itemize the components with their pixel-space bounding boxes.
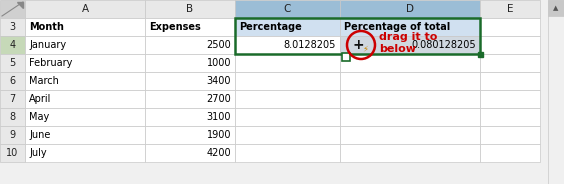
Bar (145, 90, 235, 108)
Text: Percentage: Percentage (239, 22, 302, 32)
Bar (0, 72, 25, 90)
Bar (145, 108, 235, 126)
Text: ▲: ▲ (553, 5, 559, 11)
Text: 4: 4 (10, 40, 16, 50)
Bar (480, 72, 540, 90)
Bar (235, 0, 340, 18)
Bar (235, 18, 340, 36)
Bar (480, 144, 540, 162)
Text: 5: 5 (10, 58, 16, 68)
Bar (145, 18, 235, 36)
Text: 1000: 1000 (206, 58, 231, 68)
Text: 9: 9 (10, 130, 16, 140)
Text: February: February (29, 58, 72, 68)
Text: B: B (187, 4, 193, 14)
Text: drag it to
below: drag it to below (379, 32, 437, 54)
Bar (0, 54, 25, 72)
Bar (145, 72, 235, 90)
Bar (480, 18, 540, 36)
Bar (145, 126, 235, 144)
Bar (340, 36, 480, 54)
Text: 6: 6 (10, 76, 16, 86)
Bar (25, 108, 145, 126)
Text: 3400: 3400 (206, 76, 231, 86)
Text: June: June (29, 130, 50, 140)
Bar (0, 90, 25, 108)
Text: ⚡: ⚡ (362, 45, 368, 54)
Text: 0.080128205: 0.080128205 (411, 40, 476, 50)
Text: April: April (29, 94, 51, 104)
Text: 2700: 2700 (206, 94, 231, 104)
Bar (235, 36, 340, 54)
Bar (0, 144, 25, 162)
Text: 1900: 1900 (206, 130, 231, 140)
Bar (235, 126, 340, 144)
Bar (145, 54, 235, 72)
Bar (480, 126, 540, 144)
Text: 8.0128205: 8.0128205 (284, 40, 336, 50)
Text: 3: 3 (10, 22, 16, 32)
Bar (145, 144, 235, 162)
Bar (340, 54, 480, 72)
Bar (235, 72, 340, 90)
Bar (235, 54, 340, 72)
Text: C: C (284, 4, 291, 14)
Polygon shape (17, 2, 23, 8)
Text: Percentage of total: Percentage of total (344, 22, 450, 32)
Text: July: July (29, 148, 47, 158)
Text: January: January (29, 40, 66, 50)
Bar (548, 0, 564, 16)
Bar (145, 36, 235, 54)
Bar (235, 144, 340, 162)
Bar (480, 0, 540, 18)
Bar (25, 90, 145, 108)
Bar (0, 36, 25, 54)
Bar (235, 108, 340, 126)
Bar (25, 18, 145, 36)
Bar (340, 144, 480, 162)
Bar (480, 54, 540, 72)
Bar (25, 36, 145, 54)
Text: 10: 10 (6, 148, 19, 158)
Bar (340, 72, 480, 90)
Bar (340, 126, 480, 144)
Text: 7: 7 (10, 94, 16, 104)
Bar (145, 0, 235, 18)
Bar (25, 144, 145, 162)
Text: Expenses: Expenses (149, 22, 201, 32)
Bar (340, 90, 480, 108)
Bar (342, 53, 350, 61)
Bar (235, 18, 480, 54)
Bar (340, 18, 480, 36)
Text: Month: Month (29, 22, 64, 32)
Bar (340, 0, 480, 18)
Text: 3100: 3100 (206, 112, 231, 122)
Bar (548, 0, 564, 184)
Text: +: + (352, 38, 364, 52)
Bar (480, 108, 540, 126)
Bar (25, 0, 145, 18)
Bar (25, 72, 145, 90)
Text: E: E (506, 4, 513, 14)
Bar (0, 108, 25, 126)
Text: May: May (29, 112, 49, 122)
Text: 2500: 2500 (206, 40, 231, 50)
Bar (0, 18, 25, 36)
Text: March: March (29, 76, 59, 86)
Bar (480, 90, 540, 108)
Text: A: A (81, 4, 89, 14)
Text: 4200: 4200 (206, 148, 231, 158)
Bar (478, 52, 482, 56)
Bar (25, 126, 145, 144)
Bar (480, 36, 540, 54)
Bar (0, 0, 25, 18)
Bar (340, 108, 480, 126)
Bar (235, 90, 340, 108)
Bar (25, 54, 145, 72)
Text: D: D (406, 4, 414, 14)
Text: 8: 8 (10, 112, 16, 122)
Bar (0, 126, 25, 144)
